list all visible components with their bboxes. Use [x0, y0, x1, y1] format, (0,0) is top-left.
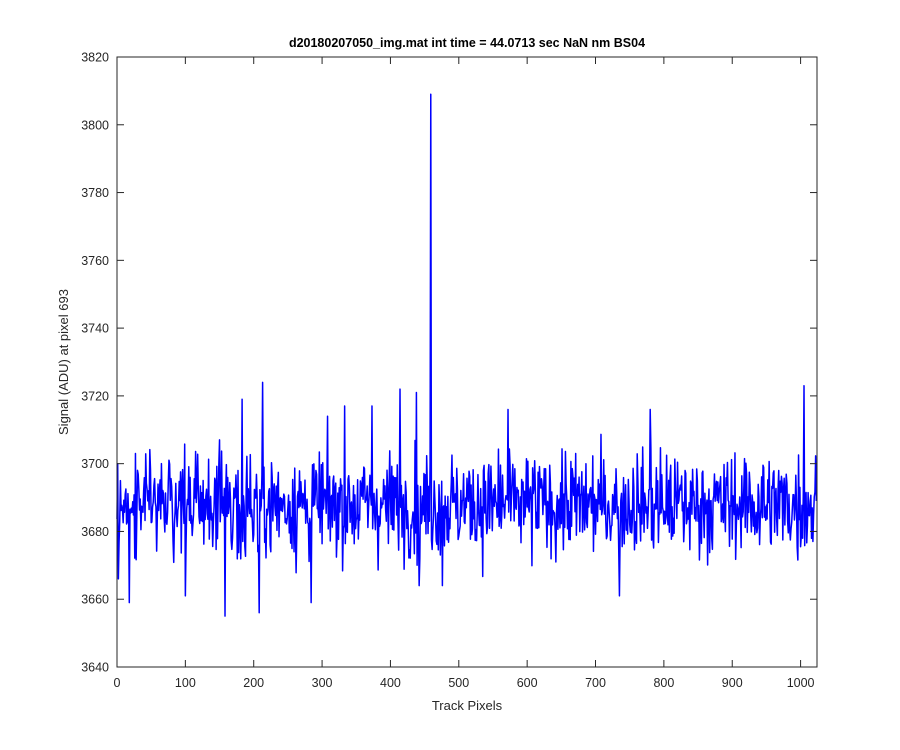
y-tick-label: 3680 — [81, 525, 109, 539]
y-tick-label: 3780 — [81, 186, 109, 200]
axes-box — [116, 56, 818, 668]
y-tick-label: 3800 — [81, 118, 109, 132]
plot-background — [117, 57, 817, 667]
x-tick-label: 700 — [585, 676, 606, 690]
y-tick-label: 3740 — [81, 322, 109, 336]
x-tick-label: 300 — [312, 676, 333, 690]
y-axis-label: Signal (ADU) at pixel 693 — [56, 289, 71, 435]
chart-title: d20180207050_img.mat int time = 44.0713 … — [289, 36, 645, 50]
x-tick-label: 900 — [722, 676, 743, 690]
y-tick-label: 3700 — [81, 457, 109, 471]
y-tick-label: 3760 — [81, 254, 109, 268]
y-tick-label: 3640 — [81, 661, 109, 675]
x-tick-label: 1000 — [787, 676, 815, 690]
series-line — [116, 93, 818, 617]
x-tick-label: 200 — [243, 676, 264, 690]
y-tick-label: 3660 — [81, 593, 109, 607]
x-tick-label: 100 — [175, 676, 196, 690]
y-axis-ticks: 3640 3660 3680 3700 3720 3740 3760 3780 3800 3820 — [81, 51, 817, 675]
x-tick-label: 500 — [448, 676, 469, 690]
x-axis-ticks: 0 100 200 300 400 500 600 700 800 900 1000 — [114, 57, 815, 690]
x-tick-label: 600 — [517, 676, 538, 690]
x-axis-label: Track Pixels — [432, 698, 503, 713]
x-tick-label: 400 — [380, 676, 401, 690]
plot-area: 0 100 200 300 400 500 600 700 800 900 1000 3640 366… — [81, 51, 818, 690]
x-tick-label: 0 — [114, 676, 121, 690]
y-tick-label: 3720 — [81, 389, 109, 403]
y-tick-label: 3820 — [81, 51, 109, 65]
x-tick-label: 800 — [653, 676, 674, 690]
